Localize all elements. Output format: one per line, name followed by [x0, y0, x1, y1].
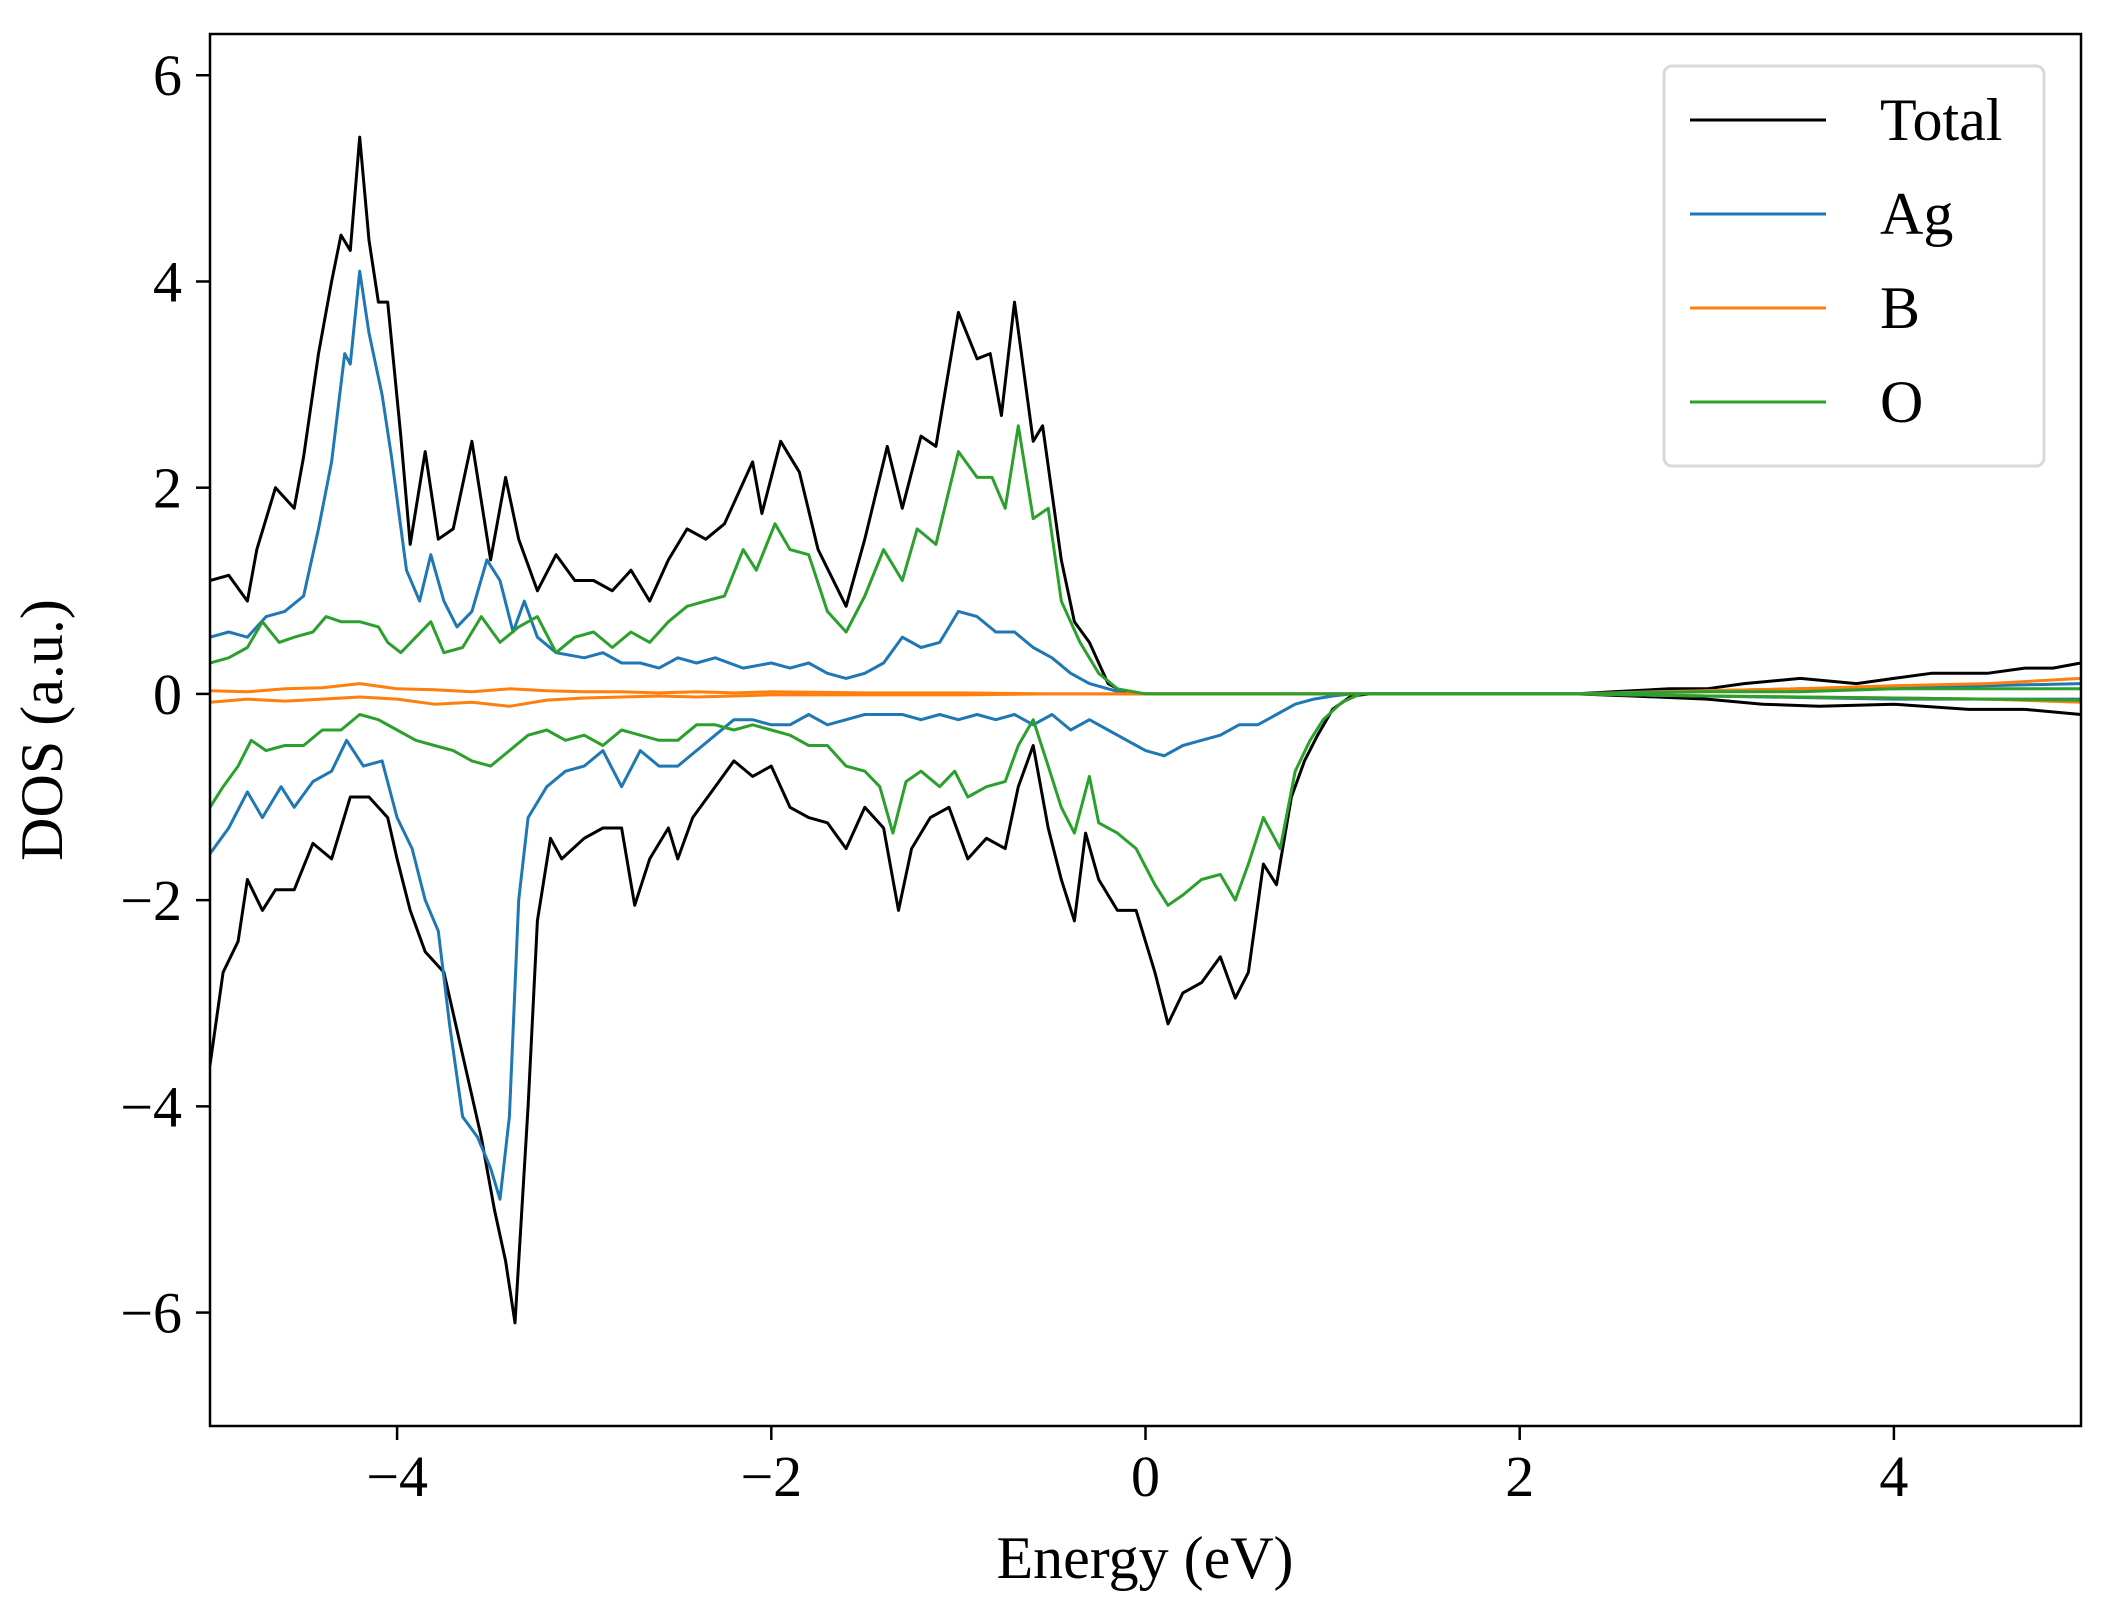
y-tick-label: −6 — [120, 1281, 182, 1346]
x-tick-label: 0 — [1131, 1444, 1160, 1509]
x-tick-label: 2 — [1505, 1444, 1534, 1509]
y-tick-label: 6 — [153, 43, 182, 108]
series-line-total-down — [210, 692, 2081, 1325]
series-line-o-up — [210, 424, 2081, 696]
x-axis: −4 −2 0 2 4 — [366, 1426, 1908, 1509]
x-axis-title: Energy (eV) — [996, 1525, 1293, 1591]
series-line-o-down — [210, 692, 2081, 907]
y-tick-label: 0 — [153, 662, 182, 727]
y-tick-label: −4 — [120, 1074, 182, 1139]
legend-label-b: B — [1880, 275, 1920, 341]
legend-label-o: O — [1880, 369, 1923, 435]
legend-box — [1662, 64, 2046, 468]
legend-label-total: Total — [1880, 87, 2002, 153]
y-tick-label: 4 — [153, 249, 182, 314]
x-tick-label: −2 — [740, 1444, 802, 1509]
y-tick-label: −2 — [120, 868, 182, 933]
x-tick-label: −4 — [366, 1444, 428, 1509]
legend: Total Ag BO — [1662, 64, 2046, 468]
series-line-ag-up — [210, 269, 2081, 696]
series-layer — [210, 135, 2081, 1325]
legend-label-ag: Ag — [1880, 181, 1953, 247]
series-line-ag-down — [210, 692, 2081, 1201]
y-tick-label: 2 — [153, 456, 182, 521]
x-tick-label: 4 — [1879, 1444, 1908, 1509]
y-axis-title: DOS (a.u.) — [9, 599, 75, 861]
y-axis: 6 4 2 0 −2 −4 −6 — [120, 43, 210, 1346]
